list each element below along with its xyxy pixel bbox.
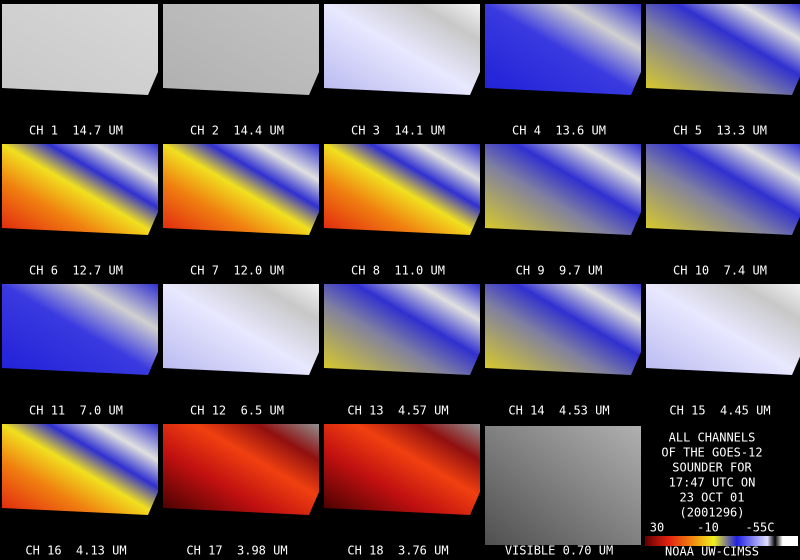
credit: NOAA UW-CIMSS <box>665 545 759 559</box>
satellite-image <box>163 144 319 235</box>
panel-label: CH 14 4.53 UM <box>508 404 609 418</box>
satellite-image <box>163 424 319 515</box>
info-line: SOUNDER FOR <box>672 461 752 475</box>
satellite-image <box>646 284 800 375</box>
panel-label: CH 3 14.1 UM <box>351 124 445 138</box>
info: ALL CHANNELS OF THE GOES-12 SOUNDER FOR … <box>645 431 798 559</box>
panel-label: CH 10 7.4 UM <box>673 264 767 278</box>
panel-label: CH 2 14.4 UM <box>190 124 284 138</box>
info-line: ALL CHANNELS <box>669 431 756 445</box>
satellite-image <box>324 144 480 235</box>
satellite-image <box>163 284 319 375</box>
colorbar-label: -55C <box>746 521 775 535</box>
panel-label: CH 17 3.98 UM <box>186 544 287 558</box>
info-line: OF THE GOES-12 <box>661 446 762 460</box>
satellite-image <box>324 424 480 515</box>
satellite-image <box>2 144 158 235</box>
panel-label: CH 18 3.76 UM <box>347 544 448 558</box>
panel-label: CH 5 13.3 UM <box>673 124 767 138</box>
panel-label: CH 16 4.13 UM <box>25 544 126 558</box>
panel-label: CH 12 6.5 UM <box>190 404 284 418</box>
satellite-image <box>646 4 800 95</box>
satellite-image <box>485 284 641 375</box>
satellite-image <box>2 284 158 375</box>
panel-label: CH 4 13.6 UM <box>512 124 606 138</box>
panel-label: VISIBLE 0.70 UM <box>505 544 613 558</box>
satellite-image <box>485 144 641 235</box>
satellite-image <box>485 426 641 545</box>
satellite-image <box>163 4 319 95</box>
satellite-image <box>324 284 480 375</box>
info-line: (2001296) <box>679 506 744 520</box>
colorbar-label: 30 <box>650 521 664 535</box>
panel-label: CH 13 4.57 UM <box>347 404 448 418</box>
panel-label: CH 6 12.7 UM <box>29 264 123 278</box>
satellite-image <box>2 4 158 95</box>
info-line: 23 OCT 01 <box>679 491 744 505</box>
panel-label: CH 11 7.0 UM <box>29 404 123 418</box>
panel-label: CH 1 14.7 UM <box>29 124 123 138</box>
satellite-image <box>324 4 480 95</box>
colorbar <box>645 536 798 546</box>
satellite-image <box>646 144 800 235</box>
panel-label: CH 7 12.0 UM <box>190 264 284 278</box>
colorbar-label: -10 <box>697 521 719 535</box>
panels: CH 1 14.7 UM CH 2 14.4 UM CH 3 14.1 UM CH 4… <box>2 4 800 558</box>
panel-label: CH 8 11.0 UM <box>351 264 445 278</box>
panel-label: CH 9 9.7 UM <box>516 264 603 278</box>
satellite-image <box>2 424 158 515</box>
panel-label: CH 15 4.45 UM <box>669 404 770 418</box>
info-line: 17:47 UTC ON <box>669 476 756 490</box>
satellite-image <box>485 4 641 95</box>
